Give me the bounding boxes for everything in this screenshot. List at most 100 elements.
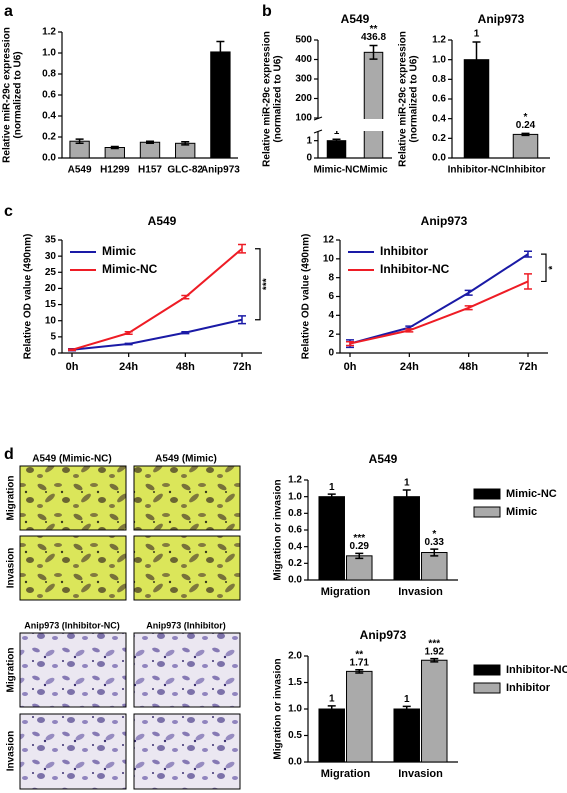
legend-swatch (473, 506, 501, 518)
error-bar (369, 44, 378, 60)
x-tick-label: Inhibitor (506, 165, 546, 176)
error-bar (181, 294, 190, 300)
y-tick-label: 20 (45, 283, 57, 294)
error-bar (521, 132, 530, 137)
error-bar (75, 138, 84, 145)
legend-label: Mimic-NC (102, 262, 158, 276)
bar (326, 140, 347, 159)
y-tick-label: 8 (328, 272, 334, 283)
error-bar (327, 705, 336, 713)
y-tick-label: 12 (323, 235, 335, 246)
x-tick-label: Inhibitor-NC (448, 165, 506, 176)
x-tick-label: 72h (519, 361, 538, 373)
y-axis-label: (normalized to U6) (13, 51, 24, 138)
significance: * (524, 112, 528, 123)
bar (421, 659, 448, 763)
y-tick-label: 0.6 (432, 94, 446, 105)
value-label: 1 (404, 478, 410, 489)
error-bar (68, 348, 76, 352)
legend-label: Inhibitor (506, 682, 551, 694)
image-row-label: Migration (6, 476, 17, 521)
bar (393, 708, 420, 763)
error-bar (405, 328, 414, 333)
image-row-label: Invasion (6, 548, 17, 589)
y-tick-label: 100 (295, 113, 312, 124)
y-tick-label: 0 (306, 153, 312, 164)
y-tick-label: 0 (328, 348, 334, 359)
y-tick-label: 1.0 (432, 54, 446, 65)
legend-label: Inhibitor-NC (506, 664, 567, 676)
y-tick-label: 0.8 (288, 508, 302, 519)
image-row-label: Invasion (6, 731, 17, 772)
error-bar (464, 289, 473, 296)
value-label: 1 (334, 126, 340, 137)
x-tick-label: GLC-82 (167, 165, 203, 176)
legend-swatch (473, 682, 501, 694)
y-axis-label: (normalized to U6) (409, 55, 420, 142)
error-bar (146, 140, 154, 145)
legend-label: Mimic (102, 244, 136, 258)
error-bar (327, 493, 336, 500)
x-tick-label: H157 (138, 165, 162, 176)
x-tick-label: 24h (119, 361, 138, 373)
bar (512, 133, 539, 159)
image-column-label: A549 (Mimic-NC) (32, 454, 111, 465)
y-tick-label: 0.6 (288, 525, 302, 536)
x-tick-label: Migration (321, 586, 371, 598)
error-bar (524, 273, 532, 290)
micrograph (133, 713, 241, 790)
y-tick-label: 0.4 (288, 541, 302, 552)
panel-letter: a (4, 3, 13, 20)
bar (346, 670, 373, 763)
y-axis-label: Relative miR-29c expression (2, 27, 13, 163)
y-tick-label: 0.2 (288, 558, 302, 569)
y-tick-label: 4 (328, 310, 334, 321)
y-tick-label: 0.0 (42, 153, 56, 164)
y-tick-label: 0.8 (42, 69, 56, 80)
error-bar (355, 552, 364, 560)
micrograph (133, 535, 241, 601)
significance: ** (370, 24, 378, 35)
error-bar (181, 140, 190, 146)
significance: *** (262, 278, 273, 290)
y-axis-label: Relative OD value (490nm) (23, 234, 34, 360)
y-tick-label: 0.4 (432, 113, 446, 124)
y-tick-label: 0.0 (432, 153, 446, 164)
significance-bracket (541, 253, 547, 283)
y-tick-label: 5 (50, 331, 56, 342)
value-label: 1 (474, 29, 480, 40)
significance: *** (353, 533, 365, 544)
x-tick-label: Anip973 (201, 165, 240, 176)
panel-letter: b (262, 3, 272, 20)
micrograph (133, 632, 241, 708)
y-tick-label: 0.8 (432, 74, 446, 85)
axis-line (339, 240, 548, 354)
y-tick-label: 25 (45, 267, 57, 278)
bar (393, 496, 420, 581)
chart-title: A549 (369, 452, 398, 466)
x-tick-label: Invasion (398, 586, 443, 598)
axis-break (312, 119, 394, 131)
error-bar (402, 489, 411, 505)
y-tick-label: 1.0 (288, 491, 302, 502)
micrograph (19, 713, 127, 790)
panel-letter: d (4, 446, 14, 463)
x-tick-label: 48h (459, 361, 478, 373)
legend-label: Mimic (506, 506, 537, 518)
y-tick-label: 1 (306, 135, 312, 146)
y-tick-label: 0.5 (288, 730, 302, 741)
significance: *** (428, 638, 440, 649)
error-bar (524, 250, 532, 258)
error-bar (430, 657, 439, 663)
image-column-label: Anip973 (Inhibitor-NC) (24, 620, 120, 630)
error-bar (332, 138, 341, 143)
y-tick-label: 0.6 (42, 90, 56, 101)
image-column-label: A549 (Mimic) (155, 454, 217, 465)
y-tick-label: 0.0 (288, 757, 302, 768)
y-tick-label: 1.2 (288, 475, 302, 486)
legend-swatch (473, 488, 501, 500)
y-tick-label: 400 (295, 54, 312, 65)
y-axis-label: Relative OD value (490nm) (301, 234, 312, 360)
y-tick-label: 1.2 (42, 27, 56, 38)
bar (210, 51, 231, 159)
